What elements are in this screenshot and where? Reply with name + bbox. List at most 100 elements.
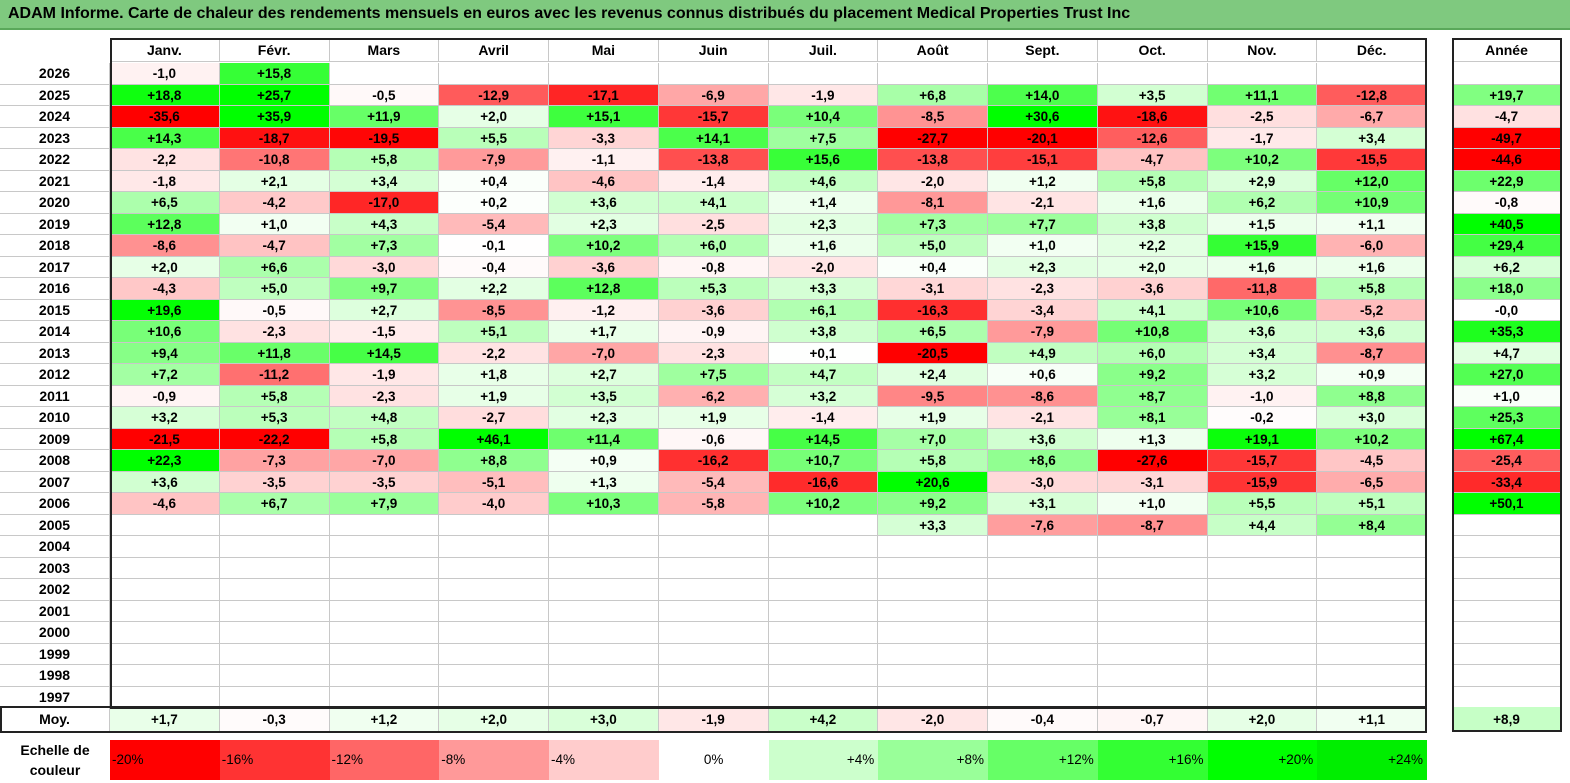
heatmap-cell: -3,0 <box>329 256 440 278</box>
heatmap-cell: +1,9 <box>658 407 769 429</box>
year-label: 2011 <box>0 385 110 407</box>
heatmap-cell <box>219 686 330 708</box>
heatmap-cell: +8,6 <box>988 450 1098 472</box>
heatmap-cell <box>878 622 988 644</box>
heatmap-cell: -3,4 <box>988 299 1098 321</box>
heatmap-cell: -18,6 <box>1097 106 1208 128</box>
heatmap-cell: +1,5 <box>1207 213 1318 235</box>
heatmap-cell: +18,8 <box>110 84 220 106</box>
heatmap-cell: -11,8 <box>1207 278 1318 300</box>
heatmap-cell: +15,9 <box>1207 235 1318 257</box>
heatmap-cell: +10,2 <box>549 235 659 257</box>
heatmap-cell: +1,6 <box>1207 256 1318 278</box>
heatmap-cell <box>1207 622 1318 644</box>
heatmap-cell: -3,0 <box>988 471 1098 493</box>
heatmap-cell <box>110 643 220 665</box>
heatmap-cell: +4,9 <box>988 342 1098 364</box>
heatmap-cell <box>329 600 440 622</box>
heatmap-cell <box>658 557 769 579</box>
heatmap-cell: +3,4 <box>1317 127 1427 149</box>
heatmap-cell <box>549 579 659 601</box>
year-label: 2026 <box>0 63 110 85</box>
heatmap-cell: -20,5 <box>878 342 988 364</box>
heatmap-cell <box>439 686 549 708</box>
heatmap-cell <box>549 622 659 644</box>
heatmap-cell <box>1097 600 1208 622</box>
average-cell: -0,4 <box>988 707 1098 732</box>
annual-cell: -25,4 <box>1452 450 1562 472</box>
heatmap-cell: -3,5 <box>219 471 330 493</box>
heatmap-cell: +10,4 <box>768 106 879 128</box>
heatmap-cell: +2,7 <box>549 364 659 386</box>
heatmap-cell: +4,4 <box>1207 514 1318 536</box>
heatmap-cell: +22,3 <box>110 450 220 472</box>
average-cell: +1,2 <box>329 707 440 732</box>
heatmap-cell <box>1317 63 1427 85</box>
heatmap-cell: +2,2 <box>439 278 549 300</box>
heatmap-cell: -3,1 <box>878 278 988 300</box>
color-scale-step: -8% <box>439 740 549 780</box>
heatmap-cell: +25,7 <box>219 84 330 106</box>
heatmap-cell <box>549 63 659 85</box>
heatmap-cell: -8,5 <box>439 299 549 321</box>
heatmap-cell <box>329 622 440 644</box>
heatmap-cell: -4,7 <box>219 235 330 257</box>
heatmap-cell: -0,4 <box>439 256 549 278</box>
page-title: ADAM Informe. Carte de chaleur des rende… <box>0 0 1570 30</box>
heatmap-cell <box>1097 63 1208 85</box>
heatmap-cell: +1,6 <box>1317 256 1427 278</box>
heatmap-cell <box>1097 536 1208 558</box>
heatmap-cell <box>768 514 879 536</box>
year-total-header: Année <box>1452 38 1562 62</box>
heatmap-cell: -1,8 <box>110 170 220 192</box>
color-scale-step: +4% <box>768 740 879 780</box>
heatmap-cell: -15,7 <box>1207 450 1318 472</box>
heatmap-cell <box>658 622 769 644</box>
heatmap-cell: -2,1 <box>988 192 1098 214</box>
heatmap-cell <box>768 643 879 665</box>
heatmap-cell: -1,9 <box>768 84 879 106</box>
heatmap-cell: -7,0 <box>329 450 440 472</box>
heatmap-cell: -8,6 <box>110 235 220 257</box>
heatmap-cell: +12,0 <box>1317 170 1427 192</box>
heatmap-cell: +9,4 <box>110 342 220 364</box>
heatmap-cell <box>439 579 549 601</box>
heatmap-cell: -0,9 <box>658 321 769 343</box>
heatmap-cell: +2,3 <box>549 213 659 235</box>
heatmap-cell: -7,3 <box>219 450 330 472</box>
heatmap-cell: +15,6 <box>768 149 879 171</box>
heatmap-cell <box>1207 579 1318 601</box>
heatmap-cell <box>988 643 1098 665</box>
annual-cell: +6,2 <box>1452 256 1562 278</box>
heatmap-cell: +10,3 <box>549 493 659 515</box>
year-label: 2016 <box>0 278 110 300</box>
heatmap-cell: -4,3 <box>110 278 220 300</box>
heatmap-cell: -8,7 <box>1317 342 1427 364</box>
heatmap-cell: -0,8 <box>658 256 769 278</box>
year-label: 2025 <box>0 84 110 106</box>
heatmap-cell: +3,6 <box>110 471 220 493</box>
heatmap-cell <box>1317 579 1427 601</box>
heatmap-cell: +3,0 <box>1317 407 1427 429</box>
heatmap-cell: +9,2 <box>1097 364 1208 386</box>
average-cell: -2,0 <box>878 707 988 732</box>
heatmap-cell <box>768 665 879 687</box>
heatmap-cell <box>110 514 220 536</box>
heatmap-cell: +3,6 <box>1317 321 1427 343</box>
annual-cell: +4,7 <box>1452 342 1562 364</box>
heatmap-cell <box>219 514 330 536</box>
heatmap-cell: +30,6 <box>988 106 1098 128</box>
heatmap-cell: -6,0 <box>1317 235 1427 257</box>
heatmap-cell <box>878 665 988 687</box>
color-scale-step: +16% <box>1097 740 1208 780</box>
heatmap-cell: -8,5 <box>878 106 988 128</box>
year-label: 2024 <box>0 106 110 128</box>
heatmap-cell: +5,8 <box>878 450 988 472</box>
heatmap-cell: +2,3 <box>988 256 1098 278</box>
heatmap-cell: -3,6 <box>1097 278 1208 300</box>
heatmap-cell: +1,7 <box>549 321 659 343</box>
heatmap-cell: -2,0 <box>768 256 879 278</box>
heatmap-cell: +0,2 <box>439 192 549 214</box>
heatmap-cell: -1,4 <box>658 170 769 192</box>
year-label: 2003 <box>0 557 110 579</box>
